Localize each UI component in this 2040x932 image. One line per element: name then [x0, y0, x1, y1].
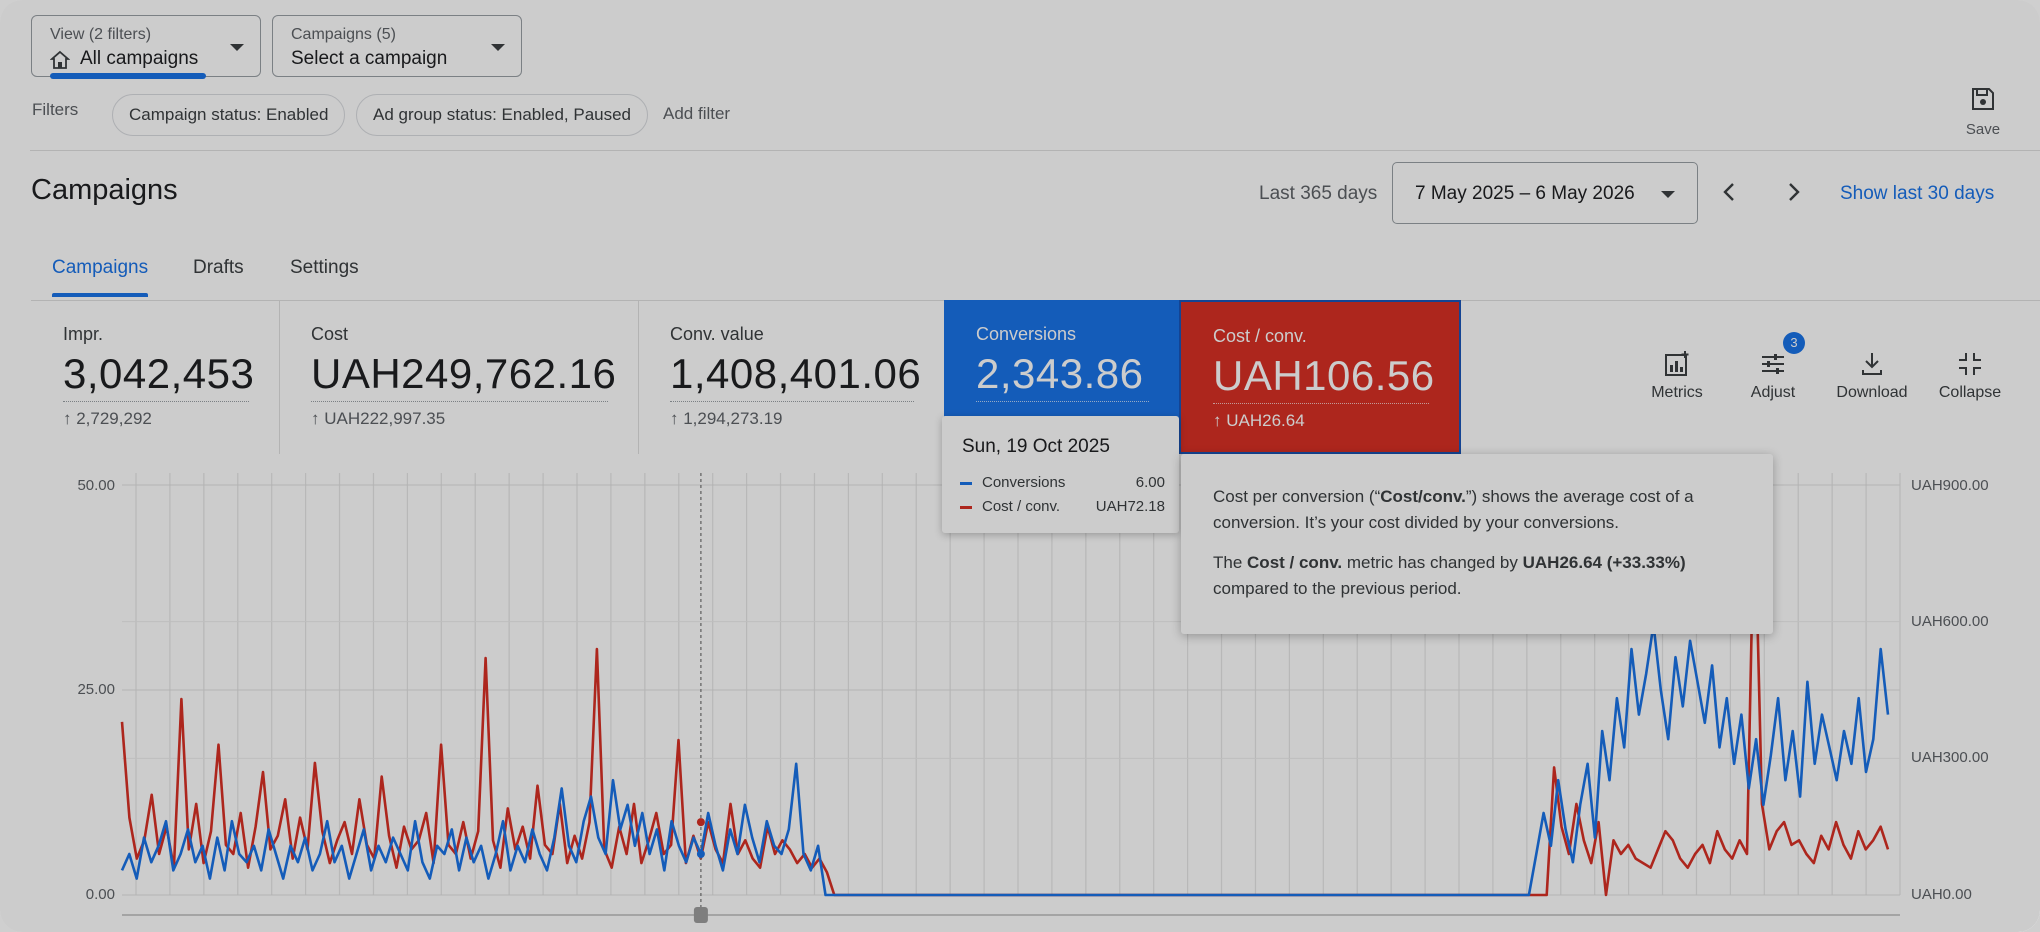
filters-label: Filters	[32, 100, 79, 119]
series-line-conversions	[120, 623, 1890, 897]
view-filter-count: View (2 filters)	[50, 26, 152, 43]
tooltip-row-cost-per-conv: Cost / conv. UAH72.18	[960, 498, 1165, 515]
date-range-value: 7 May 2025 – 6 May 2026	[1415, 183, 1635, 204]
legend-swatch	[960, 481, 972, 485]
chevron-down-icon	[230, 44, 244, 51]
metric-value: 3,042,453	[63, 350, 255, 397]
filter-chip-campaign-status[interactable]: Campaign status: Enabled	[112, 94, 346, 136]
date-range-label: Last 365 days	[1259, 183, 1378, 204]
tooltip-row-conversions: Conversions 6.00	[960, 474, 1165, 491]
metric-label: Conversions	[976, 324, 1077, 344]
save-icon	[1972, 88, 1994, 110]
collapse-button[interactable]: Collapse	[1925, 350, 2015, 402]
view-selector[interactable]: View (2 filters) All campaigns	[31, 15, 261, 77]
metrics-icon	[1665, 351, 1689, 376]
tab-settings[interactable]: Settings	[290, 257, 359, 278]
y-left-tick: 50.00	[77, 477, 115, 494]
page-title: Campaigns	[31, 174, 178, 206]
adjust-label: Adjust	[1750, 384, 1796, 401]
download-label: Download	[1836, 384, 1908, 401]
campaign-selector[interactable]: Campaigns (5) Select a campaign	[272, 15, 522, 77]
next-period-icon[interactable]	[1780, 179, 1806, 205]
collapse-label: Collapse	[1938, 384, 2002, 401]
chart-scrubber-handle[interactable]	[693, 907, 708, 923]
metric-label: Impr.	[63, 324, 104, 344]
metric-value: 1,408,401.06	[670, 350, 922, 397]
y-right-tick: UAH0.00	[1911, 886, 1972, 903]
y-right-tick: UAH300.00	[1911, 749, 1989, 766]
metric-dotted-underline	[976, 401, 1149, 402]
tooltip-change-text: The Cost / conv. metric has changed by U…	[1213, 553, 1686, 598]
show-last-30-days-link[interactable]: Show last 30 days	[1840, 183, 1995, 204]
save-label: Save	[1965, 121, 2001, 138]
collapse-icon	[1959, 353, 1981, 375]
tooltip-series-name: Conversions	[982, 474, 1066, 491]
hover-point-conversions	[696, 850, 705, 858]
tab-campaigns[interactable]: Campaigns	[52, 257, 149, 278]
date-range-picker[interactable]: 7 May 2025 – 6 May 2026	[1392, 162, 1698, 224]
metrics-label: Metrics	[1651, 384, 1703, 401]
header-divider	[30, 150, 2040, 151]
metric-divider	[638, 300, 639, 454]
metric-dotted-underline	[1213, 403, 1429, 404]
previous-period-icon[interactable]	[1717, 179, 1743, 205]
metric-change: ↑ 1,294,273.19	[670, 409, 783, 428]
tooltip-series-name: Cost / conv.	[982, 498, 1061, 515]
metric-change: ↑ 2,729,292	[63, 409, 152, 428]
chevron-down-icon	[491, 44, 505, 51]
metric-card-cost[interactable]: Cost UAH249,762.16 ↑ UAH222,997.35	[279, 300, 638, 454]
home-icon	[50, 50, 70, 69]
tooltip-series-value: 6.00	[1135, 474, 1165, 491]
adjust-button[interactable]: Adjust	[1728, 350, 1818, 402]
metric-card-conv-value[interactable]: Conv. value 1,408,401.06 ↑ 1,294,273.19	[638, 300, 944, 454]
y-right-tick: UAH900.00	[1911, 477, 1989, 494]
filter-chip-ad-group-status[interactable]: Ad group status: Enabled, Paused	[356, 94, 649, 136]
chart-hover-tooltip: Sun, 19 Oct 2025 Conversions 6.00 Cost /…	[942, 416, 1179, 533]
metric-label: Conv. value	[670, 324, 764, 344]
download-icon	[1862, 353, 1882, 375]
active-tab-indicator	[52, 293, 148, 297]
metric-divider	[279, 300, 280, 454]
y-left-tick: 25.00	[77, 681, 115, 698]
legend-swatch	[960, 505, 972, 509]
metric-dotted-underline	[311, 401, 608, 402]
campaign-count: Campaigns (5)	[291, 26, 396, 43]
view-selector-label: All campaigns	[80, 48, 199, 69]
view-selector-underline	[50, 73, 206, 79]
adjust-icon	[1762, 354, 1784, 374]
add-filter-button[interactable]: Add filter	[663, 104, 731, 123]
metric-label: Cost / conv.	[1213, 326, 1307, 346]
tooltip-description: Cost per conversion (“Cost/conv.”) shows…	[1213, 487, 1694, 532]
metric-dotted-underline	[63, 401, 249, 402]
metric-info-tooltip: Cost per conversion (“Cost/conv.”) shows…	[1181, 454, 1773, 634]
y-right-tick: UAH600.00	[1911, 613, 1989, 630]
metric-value: UAH106.56	[1213, 352, 1435, 399]
tab-drafts[interactable]: Drafts	[193, 257, 244, 278]
tooltip-series-value: UAH72.18	[1095, 498, 1165, 515]
tooltip-date: Sun, 19 Oct 2025	[962, 436, 1110, 457]
metric-card-impressions[interactable]: Impr. 3,042,453 ↑ 2,729,292	[31, 300, 279, 454]
metric-value: UAH249,762.16	[311, 350, 617, 397]
y-left-tick: 0.00	[85, 886, 115, 903]
download-button[interactable]: Download	[1827, 350, 1917, 402]
metric-change: ↑ UAH26.64	[1213, 411, 1305, 430]
save-button[interactable]: Save	[1960, 86, 2006, 138]
chevron-down-icon	[1661, 191, 1675, 198]
metric-value: 2,343.86	[976, 350, 1144, 397]
metric-card-cost-per-conv[interactable]: Cost / conv. UAH106.56 ↑ UAH26.64	[1179, 300, 1461, 454]
metrics-button[interactable]: Metrics	[1632, 350, 1722, 402]
adjust-count-badge: 3	[1783, 332, 1805, 354]
hover-point-cost-per-conv	[696, 818, 705, 827]
metric-dotted-underline	[670, 401, 914, 402]
campaign-selector-label: Select a campaign	[291, 48, 448, 69]
metric-change: ↑ UAH222,997.35	[311, 409, 446, 428]
metric-label: Cost	[311, 324, 349, 344]
